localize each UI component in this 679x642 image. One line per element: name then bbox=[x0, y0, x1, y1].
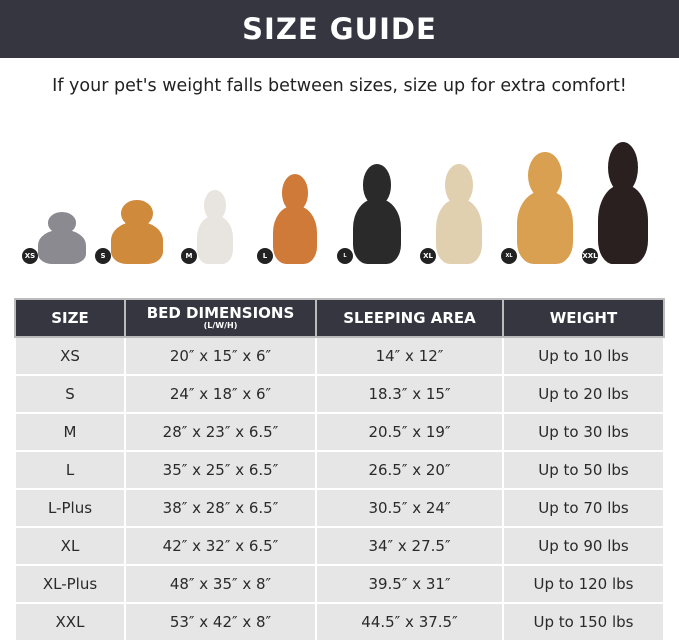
cell-sleeping-area: 39.5″ x 31″ bbox=[315, 564, 504, 604]
cell-weight: Up to 10 lbs bbox=[502, 336, 665, 376]
pet-image bbox=[111, 200, 163, 264]
table-row: XL-Plus 48″ x 35″ x 8″ 39.5″ x 31″ Up to 12… bbox=[14, 564, 665, 604]
size-table: SIZE BED DIMENSIONS (L/W/H) SLEEPING AREA… bbox=[14, 298, 665, 642]
cell-weight: Up to 120 lbs bbox=[502, 564, 665, 604]
cell-bed-dimensions: 53″ x 42″ x 8″ bbox=[124, 602, 317, 642]
size-badge: L bbox=[257, 248, 273, 264]
pet-image bbox=[353, 164, 401, 264]
size-badge: S bbox=[95, 248, 111, 264]
table-row: L-Plus 38″ x 28″ x 6.5″ 30.5″ x 24″ Up to 7… bbox=[14, 488, 665, 528]
cell-bed-dimensions: 28″ x 23″ x 6.5″ bbox=[124, 412, 317, 452]
cell-bed-dimensions: 20″ x 15″ x 6″ bbox=[124, 336, 317, 376]
cell-bed-dimensions: 38″ x 28″ x 6.5″ bbox=[124, 488, 317, 528]
cell-bed-dimensions: 24″ x 18″ x 6″ bbox=[124, 374, 317, 414]
cell-sleeping-area: 18.3″ x 15″ bbox=[315, 374, 504, 414]
cell-size: M bbox=[14, 412, 126, 452]
cell-weight: Up to 50 lbs bbox=[502, 450, 665, 490]
header-bed-label: BED DIMENSIONS bbox=[146, 304, 295, 322]
size-badge: XL bbox=[420, 248, 436, 264]
cell-weight: Up to 20 lbs bbox=[502, 374, 665, 414]
cell-bed-dimensions: 48″ x 35″ x 8″ bbox=[124, 564, 317, 604]
table-row: XS 20″ x 15″ x 6″ 14″ x 12″ Up to 10 lbs bbox=[14, 336, 665, 376]
cell-sleeping-area: 30.5″ x 24″ bbox=[315, 488, 504, 528]
header-sleeping-area: SLEEPING AREA bbox=[315, 298, 504, 338]
cell-size: XXL bbox=[14, 602, 126, 642]
table-row: S 24″ x 18″ x 6″ 18.3″ x 15″ Up to 20 lbs bbox=[14, 374, 665, 414]
header-size: SIZE bbox=[14, 298, 126, 338]
cell-size: XL-Plus bbox=[14, 564, 126, 604]
subtitle: If your pet's weight falls between sizes… bbox=[52, 76, 627, 96]
header-weight: WEIGHT bbox=[502, 298, 665, 338]
table-header-row: SIZE BED DIMENSIONS (L/W/H) SLEEPING AREA… bbox=[14, 298, 665, 338]
pet-image bbox=[197, 190, 233, 264]
cell-size: L bbox=[14, 450, 126, 490]
pet-image bbox=[273, 174, 317, 264]
cell-weight: Up to 30 lbs bbox=[502, 412, 665, 452]
cell-size: S bbox=[14, 374, 126, 414]
size-badge: XXL bbox=[582, 248, 598, 264]
page-title: SIZE GUIDE bbox=[0, 0, 679, 58]
cell-size: XL bbox=[14, 526, 126, 566]
size-badge: XS bbox=[22, 248, 38, 264]
cell-weight: Up to 70 lbs bbox=[502, 488, 665, 528]
cell-sleeping-area: 34″ x 27.5″ bbox=[315, 526, 504, 566]
pet-image bbox=[598, 142, 648, 264]
cell-sleeping-area: 26.5″ x 20″ bbox=[315, 450, 504, 490]
header-bed-sub: (L/W/H) bbox=[203, 321, 238, 330]
cell-sleeping-area: 20.5″ x 19″ bbox=[315, 412, 504, 452]
table-row: M 28″ x 23″ x 6.5″ 20.5″ x 19″ Up to 30 lbs bbox=[14, 412, 665, 452]
cell-sleeping-area: 44.5″ x 37.5″ bbox=[315, 602, 504, 642]
cell-sleeping-area: 14″ x 12″ bbox=[315, 336, 504, 376]
cell-size: L-Plus bbox=[14, 488, 126, 528]
cell-size: XS bbox=[14, 336, 126, 376]
size-badge: XL PLUS bbox=[501, 248, 517, 275]
cell-weight: Up to 90 lbs bbox=[502, 526, 665, 566]
table-row: XL 42″ x 32″ x 6.5″ 34″ x 27.5″ Up to 90 lb… bbox=[14, 526, 665, 566]
table-row: L 35″ x 25″ x 6.5″ 26.5″ x 20″ Up to 50 lbs bbox=[14, 450, 665, 490]
pet-image bbox=[436, 164, 482, 264]
size-badge: M bbox=[181, 248, 197, 264]
table-row: XXL 53″ x 42″ x 8″ 44.5″ x 37.5″ Up to 150 … bbox=[14, 602, 665, 642]
cell-weight: Up to 150 lbs bbox=[502, 602, 665, 642]
header-bed-dimensions: BED DIMENSIONS (L/W/H) bbox=[124, 298, 317, 338]
cell-bed-dimensions: 35″ x 25″ x 6.5″ bbox=[124, 450, 317, 490]
pet-image bbox=[517, 152, 573, 264]
pet-image bbox=[38, 212, 86, 264]
size-badge: L PLUS bbox=[337, 248, 353, 275]
cell-bed-dimensions: 42″ x 32″ x 6.5″ bbox=[124, 526, 317, 566]
